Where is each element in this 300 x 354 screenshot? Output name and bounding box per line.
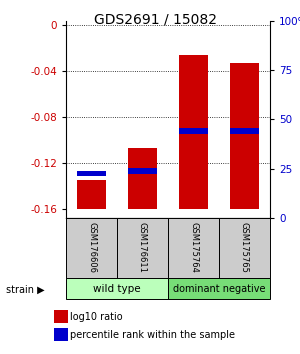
- Bar: [128, 168, 157, 174]
- Text: GDS2691 / 15082: GDS2691 / 15082: [94, 12, 218, 27]
- Bar: [77, 180, 106, 209]
- Bar: [168, 218, 219, 278]
- Bar: [230, 63, 259, 209]
- Bar: [128, 148, 157, 209]
- Text: strain ▶: strain ▶: [6, 285, 45, 295]
- Text: GSM175764: GSM175764: [189, 222, 198, 273]
- Text: GSM175765: GSM175765: [240, 222, 249, 273]
- Bar: [179, 128, 208, 134]
- Bar: [117, 218, 168, 278]
- Bar: [219, 218, 270, 278]
- Bar: [168, 278, 270, 299]
- Bar: [66, 278, 168, 299]
- Bar: [179, 55, 208, 209]
- Text: log10 ratio: log10 ratio: [70, 312, 123, 322]
- Text: wild type: wild type: [93, 284, 141, 293]
- Text: percentile rank within the sample: percentile rank within the sample: [70, 330, 236, 339]
- Text: GSM176611: GSM176611: [138, 222, 147, 273]
- Bar: [66, 218, 117, 278]
- Text: GSM176606: GSM176606: [87, 222, 96, 273]
- Bar: [77, 171, 106, 176]
- Bar: [230, 128, 259, 134]
- Text: dominant negative: dominant negative: [173, 284, 265, 293]
